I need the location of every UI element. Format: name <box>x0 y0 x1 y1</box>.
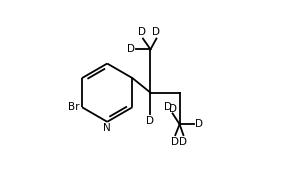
Text: D: D <box>179 137 187 147</box>
Text: D: D <box>152 27 160 37</box>
Text: D: D <box>171 137 179 147</box>
Text: D: D <box>195 119 203 129</box>
Text: D: D <box>164 102 172 112</box>
Text: D: D <box>146 116 154 126</box>
Text: N: N <box>103 123 111 133</box>
Text: D: D <box>169 104 177 114</box>
Text: D: D <box>138 27 146 37</box>
Text: Br: Br <box>68 102 80 112</box>
Text: D: D <box>127 44 135 54</box>
